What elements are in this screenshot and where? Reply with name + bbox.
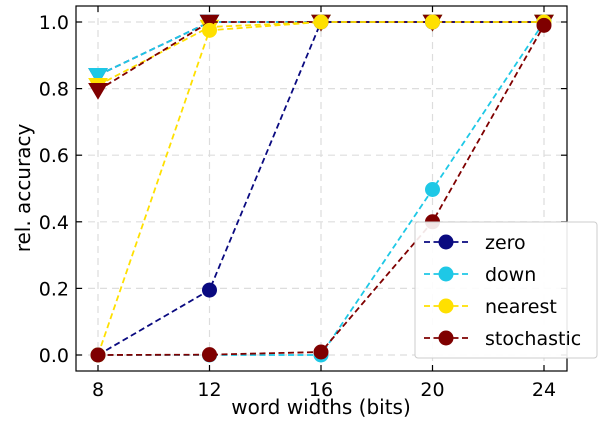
x-axis-label: word widths (bits) bbox=[231, 395, 411, 419]
series-nearest-circle-marker bbox=[425, 14, 440, 30]
legend-marker-zero bbox=[438, 234, 454, 250]
y-tick-label: 0.8 bbox=[39, 79, 69, 101]
series-stochastic-circle-marker bbox=[90, 347, 106, 363]
legend-label-stochastic: stochastic bbox=[485, 328, 581, 350]
series-stochastic-circle-marker bbox=[202, 347, 217, 363]
x-tick-label: 16 bbox=[309, 379, 333, 401]
legend-marker-nearest bbox=[438, 298, 454, 314]
legend-marker-stochastic bbox=[438, 330, 454, 346]
x-tick-label: 24 bbox=[532, 379, 556, 401]
series-nearest-circle-line bbox=[97, 21, 544, 356]
y-tick-label: 0.6 bbox=[39, 145, 69, 167]
x-tick-label: 12 bbox=[197, 379, 221, 401]
y-tick-label: 0.2 bbox=[39, 278, 69, 300]
legend-box bbox=[414, 221, 598, 359]
series-stochastic-circle-marker bbox=[536, 17, 552, 33]
series-nearest-circle-marker bbox=[313, 14, 329, 30]
series-stochastic-circle-marker bbox=[313, 344, 329, 360]
legend-marker-down bbox=[438, 266, 454, 282]
legend: zero down nearest stochastic bbox=[414, 221, 598, 359]
series-down-triangle-marker bbox=[88, 68, 108, 85]
x-tick-label: 8 bbox=[92, 379, 104, 401]
series-nearest-circle-marker bbox=[202, 22, 217, 38]
legend-label-zero: zero bbox=[485, 232, 526, 254]
y-axis-label: rel. accuracy bbox=[11, 124, 35, 253]
y-tick-label: 0.4 bbox=[39, 212, 69, 234]
series-stochastic-triangle-marker bbox=[88, 83, 108, 100]
series-zero-circle-marker bbox=[202, 282, 217, 298]
series-down-circle-marker bbox=[425, 181, 440, 197]
y-tick-label: 0.0 bbox=[39, 345, 69, 367]
legend-label-down: down bbox=[485, 264, 536, 286]
y-tick-label: 1.0 bbox=[39, 12, 69, 34]
axis-ticks: 8 12 16 20 24 0.0 0.2 0.4 0.6 0.8 1.0 bbox=[39, 6, 567, 401]
x-tick-label: 20 bbox=[420, 379, 444, 401]
legend-label-nearest: nearest bbox=[485, 296, 557, 318]
